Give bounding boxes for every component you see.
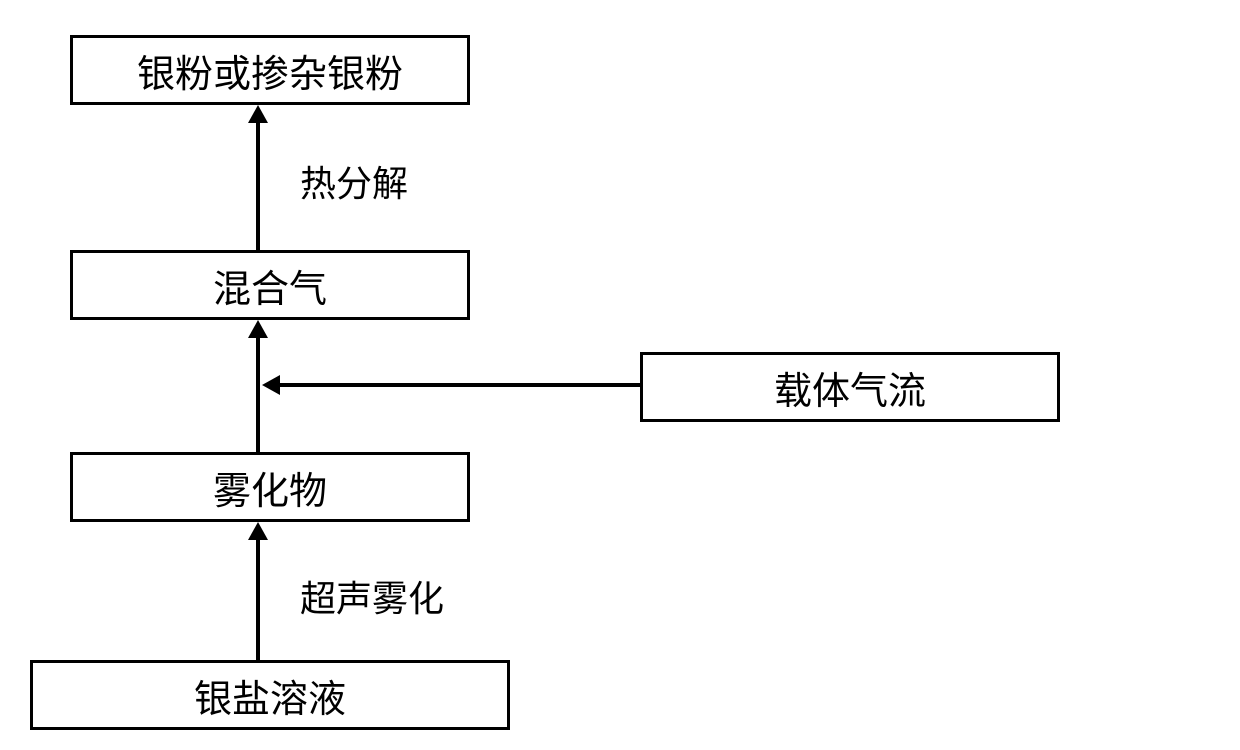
node-carrier: 载体气流 [640, 352, 1060, 422]
node-carrier-label: 载体气流 [774, 360, 926, 415]
node-solution: 银盐溶液 [30, 660, 510, 730]
arrow-carrier-line [280, 383, 640, 387]
arrow-atomized-to-mixture-head [248, 320, 268, 338]
node-atomized-label: 雾化物 [213, 460, 327, 515]
node-solution-label: 银盐溶液 [194, 668, 346, 723]
arrow-solution-to-atomized-line [256, 537, 260, 660]
label-ultrasonic: 超声雾化 [300, 570, 444, 622]
arrow-carrier-head [262, 375, 280, 395]
arrow-atomized-to-mixture-line [256, 335, 260, 452]
arrow-mixture-to-output-line [256, 120, 260, 250]
node-mixture-label: 混合气 [213, 258, 327, 313]
node-mixture: 混合气 [70, 250, 470, 320]
node-output-label: 银粉或掺杂银粉 [137, 43, 403, 98]
node-output: 银粉或掺杂银粉 [70, 35, 470, 105]
node-atomized: 雾化物 [70, 452, 470, 522]
label-thermal: 热分解 [300, 155, 408, 207]
arrow-solution-to-atomized-head [248, 522, 268, 540]
arrow-mixture-to-output-head [248, 105, 268, 123]
